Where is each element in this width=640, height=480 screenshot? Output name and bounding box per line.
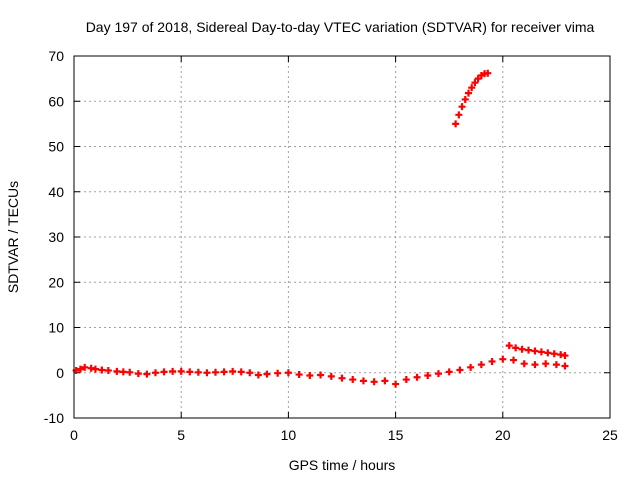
data-point [544,349,552,357]
data-point [413,373,421,381]
data-point [561,352,569,360]
data-point [254,371,262,379]
data-point [151,369,159,377]
data-point [349,376,357,384]
data-point [212,368,220,376]
data-point [505,342,513,350]
y-tick-label: -10 [44,410,64,426]
data-points [72,69,569,388]
data-point [91,365,99,373]
data-point [160,368,168,376]
data-point [456,366,464,374]
data-point [220,368,228,376]
data-point [471,79,479,87]
data-point [402,376,410,384]
series-high-arc-track [452,69,492,128]
data-point [455,111,463,119]
grid-layer [74,56,610,418]
data-point [186,368,194,376]
data-point [452,120,460,128]
y-tick-label: 20 [48,274,64,290]
data-point [458,103,466,111]
data-point [434,370,442,378]
x-tick-label: 0 [70,427,78,443]
data-point [445,368,453,376]
x-tick-label: 15 [388,427,404,443]
x-tick-label: 5 [177,427,185,443]
data-point [237,368,245,376]
data-point [370,378,378,386]
y-tick-label: 50 [48,139,64,155]
data-point [531,361,539,369]
data-point [246,369,254,377]
data-point [229,367,237,375]
data-point [203,369,211,377]
data-point [520,360,528,368]
x-tick-label: 25 [602,427,618,443]
data-point [263,370,271,378]
data-point [126,368,134,376]
data-point [467,363,475,371]
data-point [537,348,545,356]
x-tick-label: 20 [495,427,511,443]
data-point [274,369,282,377]
y-tick-label: 0 [56,365,64,381]
data-point [119,368,127,376]
data-point [518,345,526,353]
data-point [381,377,389,385]
data-point [134,370,142,378]
data-point [484,69,492,77]
data-point [550,350,558,358]
x-axis-label: GPS time / hours [289,457,396,473]
data-point [561,362,569,370]
data-point [306,371,314,379]
data-point [295,371,303,379]
tick-layer: 0 5 10 15 20 25 -10 0 10 20 30 40 50 60 70 [44,48,618,443]
data-point [525,346,533,354]
data-point [392,380,400,388]
data-point [177,367,185,375]
data-point [194,368,202,376]
data-point [464,89,472,97]
series-post-20h-upper-bands [505,342,569,360]
data-point [359,377,367,385]
data-point [488,357,496,365]
data-point [531,347,539,355]
data-point [468,84,476,92]
y-tick-label: 70 [48,48,64,64]
x-tick-label: 10 [281,427,297,443]
data-point [169,367,177,375]
data-point [510,356,518,364]
series-low-band-track [72,355,569,388]
data-point [317,371,325,379]
data-point [81,363,89,371]
chart-title: Day 197 of 2018, Sidereal Day-to-day VTE… [86,19,595,35]
data-point [477,361,485,369]
data-point [424,371,432,379]
data-point [327,372,335,380]
data-point [104,366,112,374]
data-point [552,361,560,369]
plot-frame [73,55,611,419]
data-point [113,367,121,375]
data-point [461,95,469,103]
data-point [76,365,84,373]
y-axis-label: SDTVAR / TECUs [5,181,21,293]
data-point [499,355,507,363]
y-tick-label: 10 [48,320,64,336]
data-point [143,370,151,378]
data-point [98,366,106,374]
data-point [542,360,550,368]
y-tick-label: 40 [48,184,64,200]
data-point [338,374,346,382]
data-point [284,369,292,377]
y-tick-label: 30 [48,229,64,245]
data-point [512,344,520,352]
y-tick-label: 60 [48,93,64,109]
